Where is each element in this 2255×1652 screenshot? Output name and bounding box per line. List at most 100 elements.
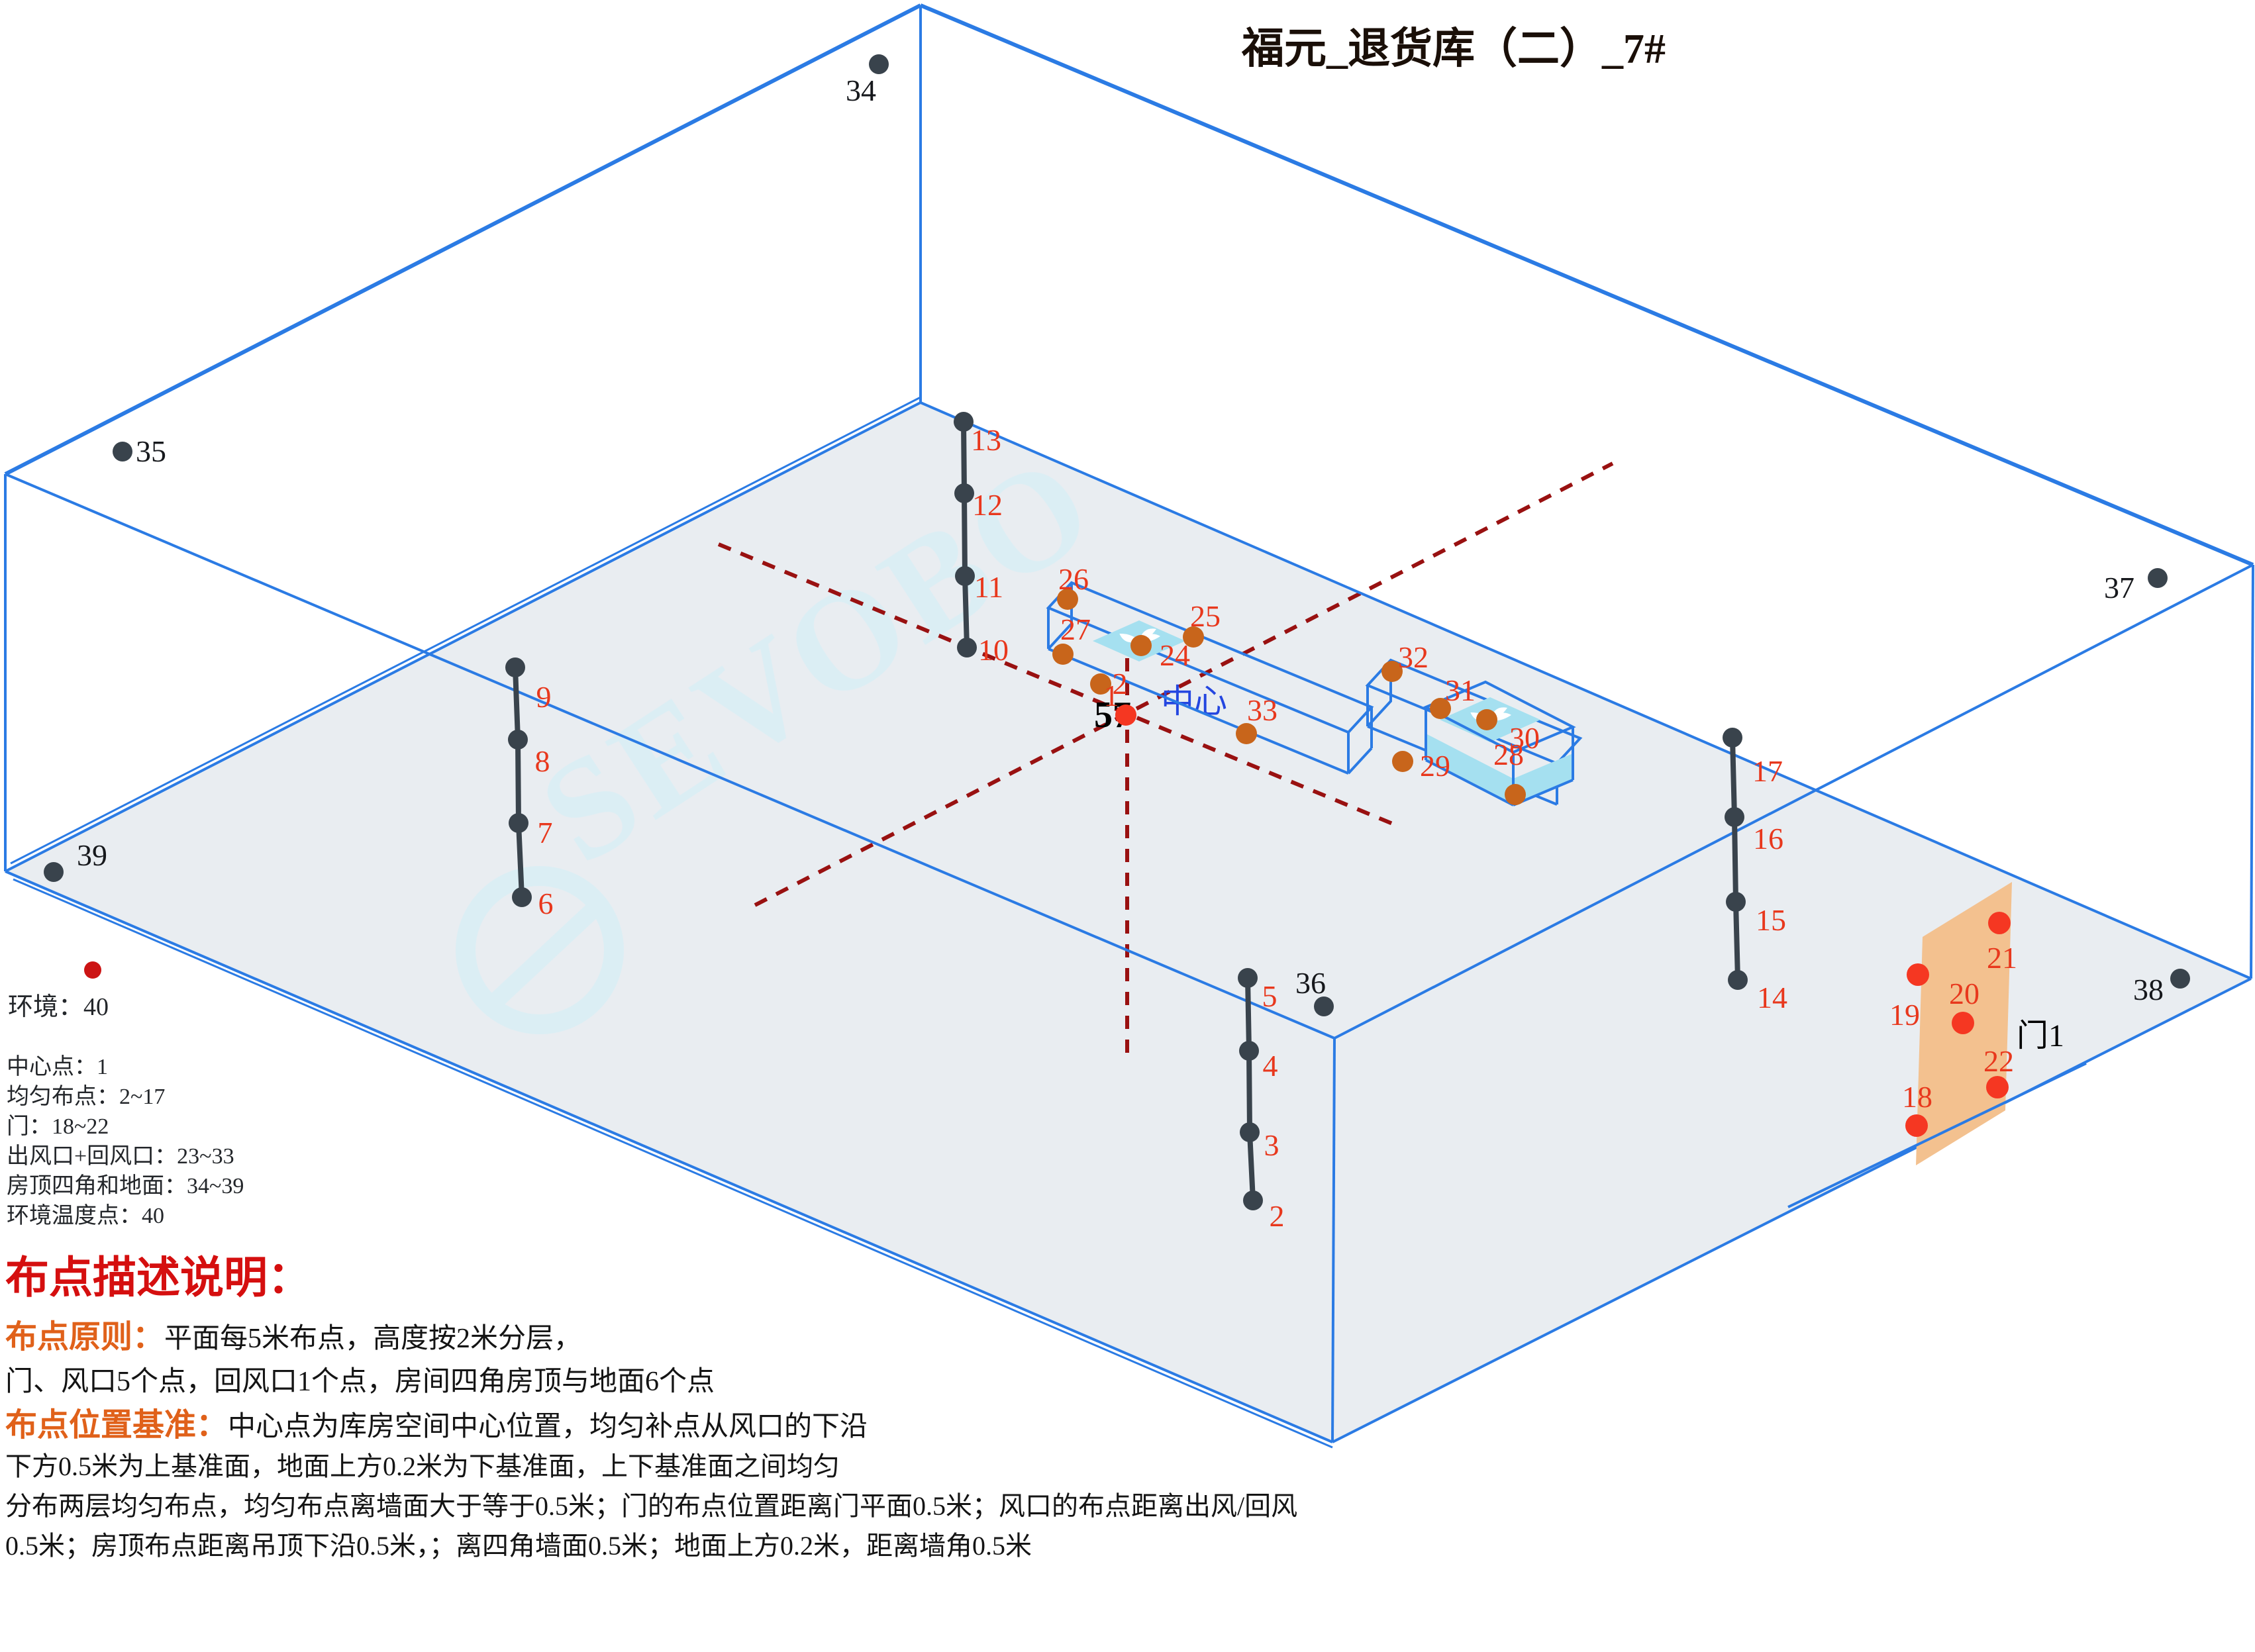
uniform-point-label-12: 12 — [972, 488, 1003, 522]
center-cn-label: 中心 — [1161, 683, 1227, 720]
uniform-point-label-16: 16 — [1753, 822, 1783, 855]
center-crosshair — [717, 462, 1614, 1057]
uniform-point-3 — [1240, 1122, 1260, 1142]
corner-point-35 — [113, 442, 132, 462]
corner-point-label-36: 36 — [1295, 966, 1326, 1000]
floor-edge-front-left-2 — [13, 878, 1333, 1449]
vent-point-33 — [1236, 723, 1257, 744]
uniform-point-label-4: 4 — [1263, 1049, 1278, 1083]
vent-point-label-31: 31 — [1445, 673, 1476, 707]
door-point-label-19: 19 — [1889, 998, 1920, 1032]
uniform-point-10 — [957, 638, 977, 657]
duct1-front-bottom-edge — [1048, 648, 1349, 775]
uniform-point-label-15: 15 — [1756, 903, 1786, 937]
corner-point-label-39: 39 — [77, 838, 107, 872]
floor-edge-front-left — [5, 870, 1333, 1443]
center-aux-label-0: 2 — [1113, 667, 1128, 701]
description-principle-line: 布点原则：平面每5米布点，高度按2米分层， — [5, 1320, 581, 1355]
vent-point-label-25: 25 — [1190, 599, 1221, 633]
uniform-point-label-6: 6 — [538, 887, 554, 920]
door-point-21 — [1988, 912, 2011, 934]
uniform-point-label-9: 9 — [536, 680, 552, 714]
uniform-point-11 — [955, 566, 975, 586]
principle-label: 布点原则： — [5, 1320, 164, 1355]
corner-point-label-38: 38 — [2133, 973, 2164, 1006]
description-heading: 布点描述说明： — [5, 1254, 311, 1302]
uniform-point-label-3: 3 — [1264, 1128, 1279, 1162]
floor-edge-front-right — [1332, 977, 2252, 1443]
door-point-label-18: 18 — [1902, 1080, 1932, 1114]
legend-item-uniform: 均匀布点：2~17 — [7, 1084, 165, 1109]
door-point-18 — [1905, 1114, 1928, 1137]
uniform-point-label-7: 7 — [538, 816, 553, 850]
vent-point-29 — [1392, 751, 1413, 772]
floor-edge-back-left-2 — [10, 396, 921, 865]
mid-chain-line — [961, 421, 970, 648]
uniform-point-7 — [509, 813, 528, 833]
uniform-point-label-2: 2 — [1270, 1199, 1285, 1233]
page-title: 福元_退货库（二）_7# — [1241, 25, 1666, 72]
uniform-point-9 — [505, 657, 525, 677]
floor-edge-back-right — [920, 401, 2252, 980]
corner-point-label-35: 35 — [136, 434, 166, 468]
corner-point-37 — [2148, 568, 2168, 588]
corner-point-label-37: 37 — [2104, 571, 2134, 605]
uniform-point-16 — [1725, 807, 1744, 827]
ceiling-edge-left — [4, 3, 922, 476]
vent-point-24 — [1130, 635, 1152, 656]
basis-text: 中心点为库房空间中心位置，均匀补点从风口的下沿 — [228, 1411, 868, 1442]
uniform-point-17 — [1723, 728, 1742, 748]
left-chain-line — [513, 667, 525, 898]
return-air-unit — [1423, 680, 1576, 806]
vent-point-label-29: 29 — [1420, 749, 1450, 783]
watermark-logo-slash — [487, 900, 602, 1010]
uniform-point-12 — [954, 483, 974, 503]
door-point-label-21: 21 — [1987, 941, 2017, 975]
vent-point-label-33: 33 — [1247, 693, 1278, 727]
legend-item-corners: 房顶四角和地面：34~39 — [7, 1173, 244, 1198]
uniform-point-6 — [512, 887, 532, 907]
vent-point-label-26: 26 — [1058, 562, 1089, 596]
floor-edge-over-door — [1787, 1062, 2087, 1208]
supply-duct-1 — [1046, 581, 1374, 775]
uniform-point-2 — [1243, 1190, 1263, 1210]
vent-point-32 — [1381, 661, 1403, 682]
door-point-20 — [1952, 1012, 1974, 1034]
center-aux-label-1: 1 — [1104, 679, 1119, 712]
door-point-label-20: 20 — [1949, 977, 1979, 1010]
uniform-point-13 — [954, 412, 974, 432]
ceiling-edge-right — [919, 3, 2254, 567]
uniform-point-14 — [1728, 970, 1748, 990]
door-label: 门1 — [2017, 1018, 2064, 1053]
corner-point-36 — [1314, 996, 1334, 1016]
uniform-point-label-14: 14 — [1757, 981, 1787, 1014]
corner-point-38 — [2170, 969, 2190, 989]
crosshair-diagonal-b — [754, 462, 1614, 907]
principle-text: 平面每5米布点，高度按2米分层， — [164, 1324, 581, 1354]
door-point-19 — [1907, 963, 1929, 986]
uniform-point-label-11: 11 — [974, 570, 1003, 604]
uniform-point-label-17: 17 — [1752, 754, 1783, 788]
ceiling-edge-front-right — [1334, 563, 2254, 1040]
door-point-22 — [1986, 1076, 2009, 1098]
description-principle-line2: 门、风口5个点，回风口1个点，房间四角房顶与地面6个点 — [5, 1367, 715, 1397]
watermark-logo-icon — [456, 866, 624, 1034]
floor-edge-back-left — [5, 401, 921, 873]
legend-env: 环境：40 — [8, 993, 109, 1021]
description-block: 布点描述说明： 布点原则：平面每5米布点，高度按2米分层， 门、风口5个点，回风… — [5, 1254, 1297, 1561]
center-point-marker — [1115, 705, 1136, 726]
vent-point-25 — [1183, 626, 1204, 648]
door-point-label-22: 22 — [1983, 1044, 2014, 1078]
uniform-point-label-10: 10 — [978, 633, 1009, 667]
room-wireframe — [4, 3, 2254, 1449]
corner-edge-right — [2250, 564, 2254, 979]
uniform-point-label-13: 13 — [971, 423, 1001, 457]
ceiling-edge-front-left — [5, 473, 1335, 1040]
legend-item-center: 中心点：1 — [7, 1054, 108, 1079]
vent-point-label-28: 28 — [1493, 738, 1524, 771]
right-chain-line — [1730, 737, 1740, 981]
description-basis-line3: 分布两层均匀布点，均匀布点离墙面大于等于0.5米；门的布点位置距离门平面0.5米… — [5, 1491, 1297, 1521]
corner-point-34 — [869, 54, 889, 74]
basis-label: 布点位置基准： — [5, 1408, 228, 1443]
vent-point-26 — [1057, 589, 1078, 610]
